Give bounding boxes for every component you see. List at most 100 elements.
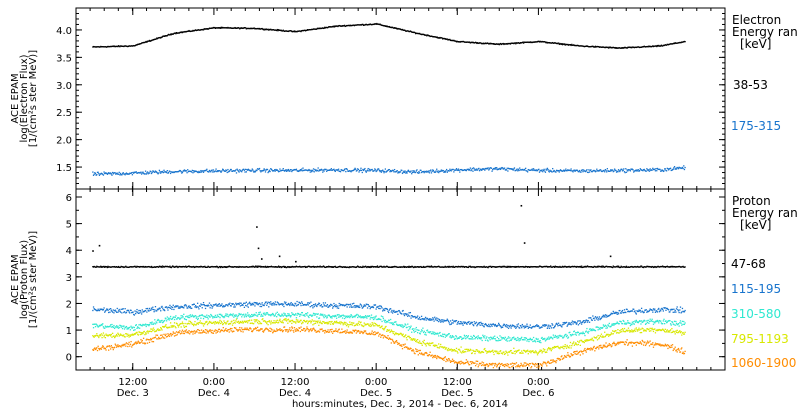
data-point [538,265,541,267]
data-point [614,323,616,325]
data-point [584,265,587,268]
data-point [174,316,176,319]
data-point [268,301,271,304]
data-point [256,169,258,172]
data-point [362,265,364,267]
data-point [490,337,493,339]
data-point [382,310,384,312]
data-point [565,170,568,172]
data-point [485,323,487,326]
data-point [294,302,296,305]
data-point [388,266,390,268]
data-point [517,170,519,172]
data-point [97,308,99,310]
data-point [227,303,230,305]
data-point [360,317,362,319]
data-point [573,265,576,268]
data-point [181,266,184,268]
data-point [181,322,183,325]
data-point [285,315,288,318]
data-point [188,320,190,322]
data-point [663,44,665,47]
data-point [297,170,299,172]
data-point [168,326,170,328]
data-point [447,266,450,268]
data-point [468,169,470,172]
data-point [217,315,219,318]
data-point [474,338,476,340]
data-point [227,266,230,268]
data-point [525,337,527,340]
data-point [463,266,466,268]
data-point [490,336,492,338]
data-point [345,168,348,170]
data-point [206,316,209,318]
data-point [636,320,638,323]
data-point [375,266,377,268]
data-point [178,265,180,268]
data-point [376,266,378,268]
data-point [407,323,409,325]
data-point [435,266,437,268]
data-point [521,327,523,329]
data-point [604,46,607,49]
data-point [178,170,180,172]
data-point [123,325,125,327]
data-point [335,315,337,317]
data-point [255,169,257,171]
data-point [477,322,479,324]
data-point [329,305,331,307]
data-point [640,169,643,171]
data-point [335,266,337,269]
data-point [313,28,315,30]
data-point [189,266,192,268]
data-point [162,170,164,173]
data-point [492,43,495,45]
data-point [601,327,603,329]
data-point [285,266,288,269]
data-point [397,27,399,30]
data-point [142,323,144,326]
data-point [608,170,610,172]
data-point [98,46,101,48]
data-point [374,318,376,320]
data-point [148,40,150,42]
data-point [96,46,98,48]
data-point [561,44,564,46]
data-point [594,329,597,332]
data-point [540,326,542,329]
data-point [358,171,360,173]
data-point [656,44,659,47]
data-point [185,31,187,33]
data-point [254,28,256,30]
data-point [370,316,372,319]
data-point [593,169,595,172]
data-point [397,324,400,326]
data-point [416,171,419,174]
data-point [314,313,317,315]
data-point [161,266,163,269]
data-point [146,331,148,333]
data-point [262,170,264,172]
data-point [380,265,383,268]
data-point [328,304,331,307]
data-point [164,35,166,37]
data-point [192,29,194,32]
data-point [247,315,249,317]
data-point [198,308,200,310]
data-point [663,266,665,268]
data-point [391,323,394,326]
data-point [177,326,180,328]
data-point [268,266,271,268]
data-point [166,265,168,268]
data-point [395,170,398,172]
data-point [104,310,107,312]
data-point [512,324,514,327]
data-point [678,265,680,268]
data-point [123,173,126,175]
data-point [598,326,600,329]
data-point [578,45,580,47]
data-point [239,313,242,316]
data-point [137,326,139,328]
data-point [235,27,237,30]
